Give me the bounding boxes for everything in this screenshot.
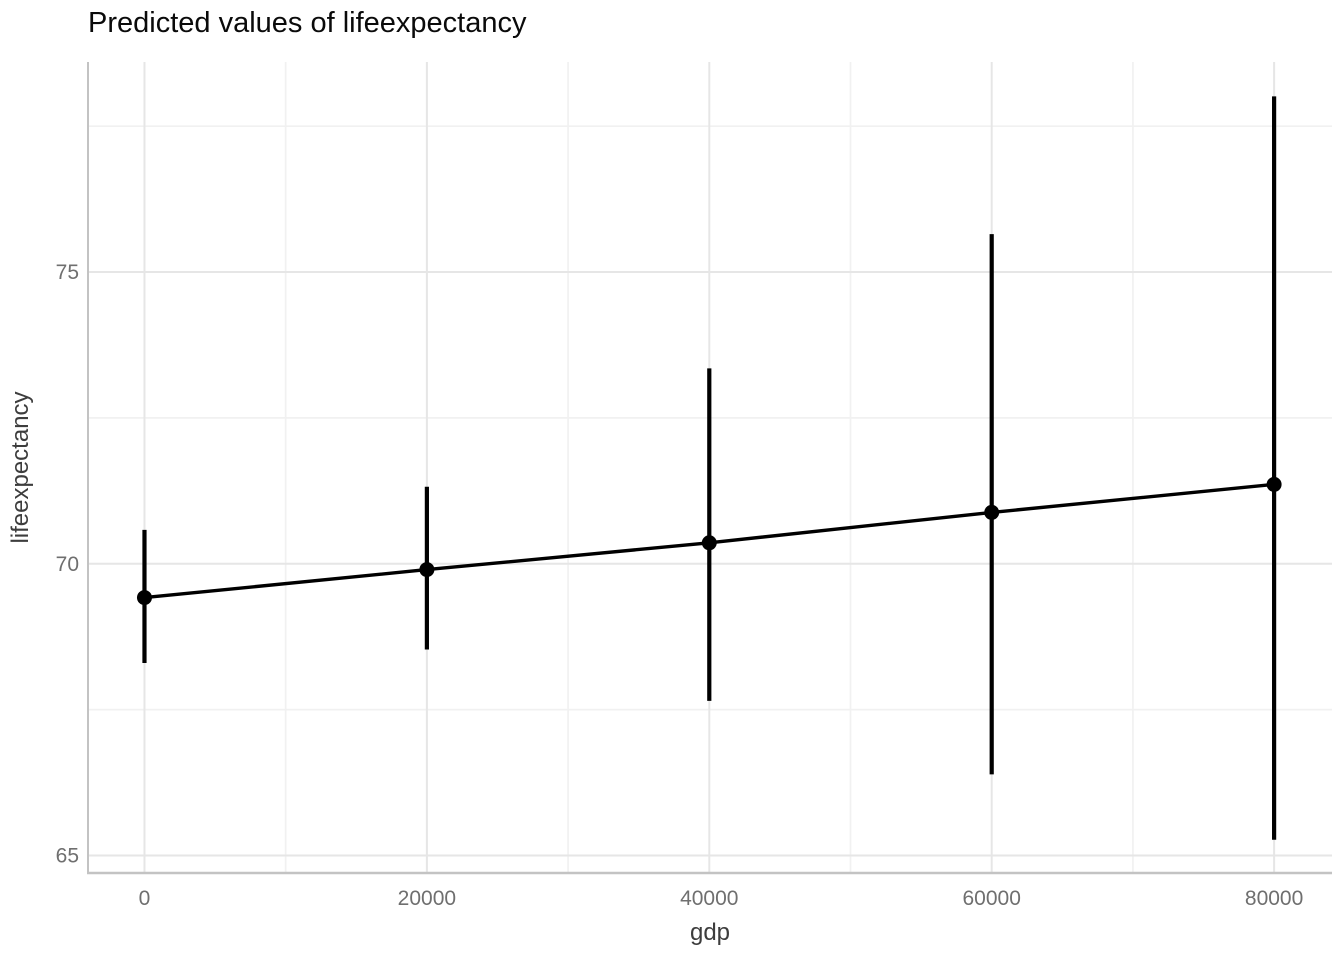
chart-title: Predicted values of lifeexpectancy (88, 7, 527, 39)
y-tick-label: 65 (56, 844, 79, 867)
y-tick-label: 70 (56, 553, 79, 576)
x-tick-label: 40000 (680, 887, 738, 910)
data-point (419, 562, 435, 578)
data-point (1266, 476, 1282, 492)
y-axis-title: lifeexpectancy (7, 391, 34, 543)
data-point (701, 535, 717, 551)
x-tick-label: 20000 (398, 887, 456, 910)
y-tick-label: 75 (56, 261, 79, 284)
data-point (136, 590, 152, 606)
x-tick-label: 80000 (1245, 887, 1303, 910)
x-tick-label: 0 (139, 887, 151, 910)
x-tick-label: 60000 (962, 887, 1020, 910)
x-axis-title: gdp (690, 919, 730, 946)
data-point (984, 504, 1000, 520)
